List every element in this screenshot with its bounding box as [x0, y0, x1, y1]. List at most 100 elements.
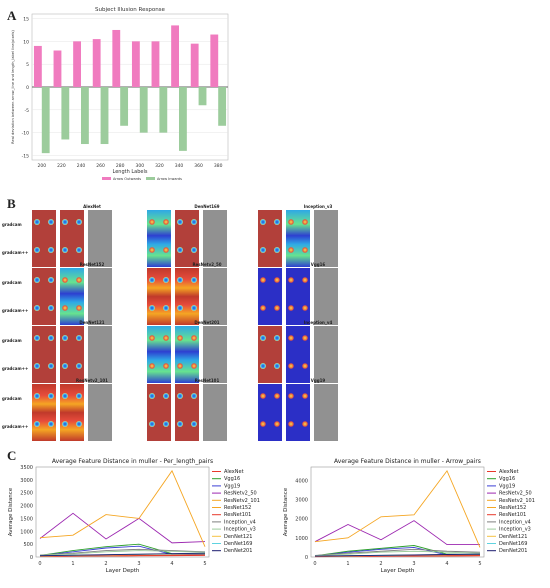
heatmap-tile — [147, 326, 171, 383]
heatmap-tile — [60, 384, 84, 441]
bar-arrow-outwards — [112, 29, 121, 87]
heatmap-hotspot — [288, 363, 294, 369]
heatmap-hotspot — [288, 219, 294, 225]
heatmap-hotspot — [76, 335, 82, 341]
legend-label: DenNet121 — [224, 534, 252, 540]
heatmap-hotspot — [149, 247, 155, 253]
heatmap-hotspot — [177, 277, 183, 283]
heatmap-row-label: gradcam — [2, 222, 22, 227]
heatmap-tile — [175, 268, 199, 325]
heatmap-row-label: gradcam — [2, 280, 22, 285]
heatmap-tile — [32, 326, 56, 383]
heatmap-hotspot — [274, 421, 280, 427]
x-tick-label: 200 — [38, 163, 47, 169]
heatmap-hotspot — [149, 305, 155, 311]
x-tick-label: 2 — [379, 561, 382, 567]
heatmap-hotspot — [302, 363, 308, 369]
y-tick-label: 2000 — [295, 517, 308, 523]
heatmap-hotspot — [274, 277, 280, 283]
heatmap-hotspot — [177, 305, 183, 311]
heatmap-hotspot — [62, 335, 68, 341]
heatmap-hotspot — [34, 421, 40, 427]
heatmap-hotspot — [62, 305, 68, 311]
bar-arrow-inwards — [179, 87, 187, 151]
heatmap-hotspot — [48, 363, 54, 369]
heatmap-tile — [60, 326, 84, 383]
heatmap-tile — [32, 268, 56, 325]
legend-swatch-outwards — [102, 177, 111, 180]
series-line — [314, 553, 481, 557]
legend-label: Vgg19 — [224, 483, 240, 489]
heatmap-tile — [32, 210, 56, 267]
heatmap-model-title: ResNetv2_50 — [192, 262, 222, 267]
legend-label: DenNet169 — [499, 541, 527, 547]
x-axis-label: Length Labels — [113, 169, 148, 175]
heatmap-hotspot — [34, 305, 40, 311]
heatmap-hotspot — [76, 363, 82, 369]
heatmap-hotspot — [274, 305, 280, 311]
y-tick-label: -15 — [22, 153, 29, 159]
heatmap-hotspot — [163, 335, 169, 341]
heatmap-hotspot — [163, 277, 169, 283]
heatmap-hotspot — [260, 363, 266, 369]
bar-arrow-inwards — [41, 87, 50, 154]
bar-arrow-inwards — [198, 87, 207, 106]
series-line — [39, 550, 206, 556]
heatmap-hotspot — [62, 363, 68, 369]
x-tick-label: 1 — [71, 561, 74, 567]
heatmap-hotspot — [288, 277, 294, 283]
heatmap-hotspot — [76, 247, 82, 253]
heatmap-hotspot — [177, 219, 183, 225]
bar-arrow-outwards — [92, 39, 101, 87]
y-tick-label: 2500 — [20, 491, 33, 497]
heatmap-hotspot — [288, 305, 294, 311]
heatmap-hotspot — [302, 393, 308, 399]
heatmap-row-label: gradcam++ — [2, 424, 29, 429]
legend-label: ResNetv2_50 — [224, 491, 257, 497]
bar-arrow-outwards — [53, 50, 62, 87]
heatmap-model-title: DenNet121 — [79, 320, 105, 325]
heatmap-hotspot — [163, 219, 169, 225]
x-tick-label: 220 — [57, 163, 66, 169]
heatmap-hotspot — [191, 219, 197, 225]
heatmap-hotspot — [288, 247, 294, 253]
heatmap-hotspot — [62, 219, 68, 225]
heatmap-hotspot — [260, 247, 266, 253]
x-tick-label: 1 — [346, 561, 349, 567]
bar-arrow-inwards — [61, 87, 70, 140]
heatmap-hotspot — [260, 277, 266, 283]
heatmap-hotspot — [76, 421, 82, 427]
series-line — [39, 545, 206, 557]
heatmap-hotspot — [34, 335, 40, 341]
legend-label: ResNetv2_50 — [499, 491, 532, 497]
series-line — [39, 548, 206, 556]
heatmap-hotspot — [48, 219, 54, 225]
y-tick-label: 3500 — [20, 465, 33, 471]
legend-label: DenNet121 — [499, 534, 527, 540]
heatmap-hotspot — [191, 335, 197, 341]
heatmap-hotspot — [274, 219, 280, 225]
heatmap-tile — [286, 210, 310, 267]
heatmap-hotspot — [62, 277, 68, 283]
series-line — [314, 548, 481, 556]
y-tick-label: 0 — [30, 555, 33, 561]
heatmap-tile — [314, 210, 338, 267]
heatmap-model-title: Vgg16 — [310, 262, 326, 267]
y-tick-label: 500 — [23, 542, 33, 548]
y-tick-label: 0 — [26, 85, 29, 91]
y-tick-label: 0 — [305, 555, 308, 561]
heatmap-hotspot — [260, 421, 266, 427]
bar-arrow-outwards — [151, 41, 160, 87]
x-tick-label: 3 — [412, 561, 415, 567]
heatmap-tile — [314, 384, 338, 441]
heatmap-hotspot — [76, 305, 82, 311]
heatmap-hotspot — [177, 393, 183, 399]
x-tick-label: 2 — [104, 561, 107, 567]
heatmap-tile — [147, 210, 171, 267]
plot-area — [310, 466, 485, 558]
heatmap-hotspot — [288, 335, 294, 341]
series-line — [314, 550, 481, 557]
x-tick-label: 5 — [203, 561, 206, 567]
heatmap-hotspot — [177, 421, 183, 427]
y-axis-label: Average Distance — [8, 487, 14, 536]
